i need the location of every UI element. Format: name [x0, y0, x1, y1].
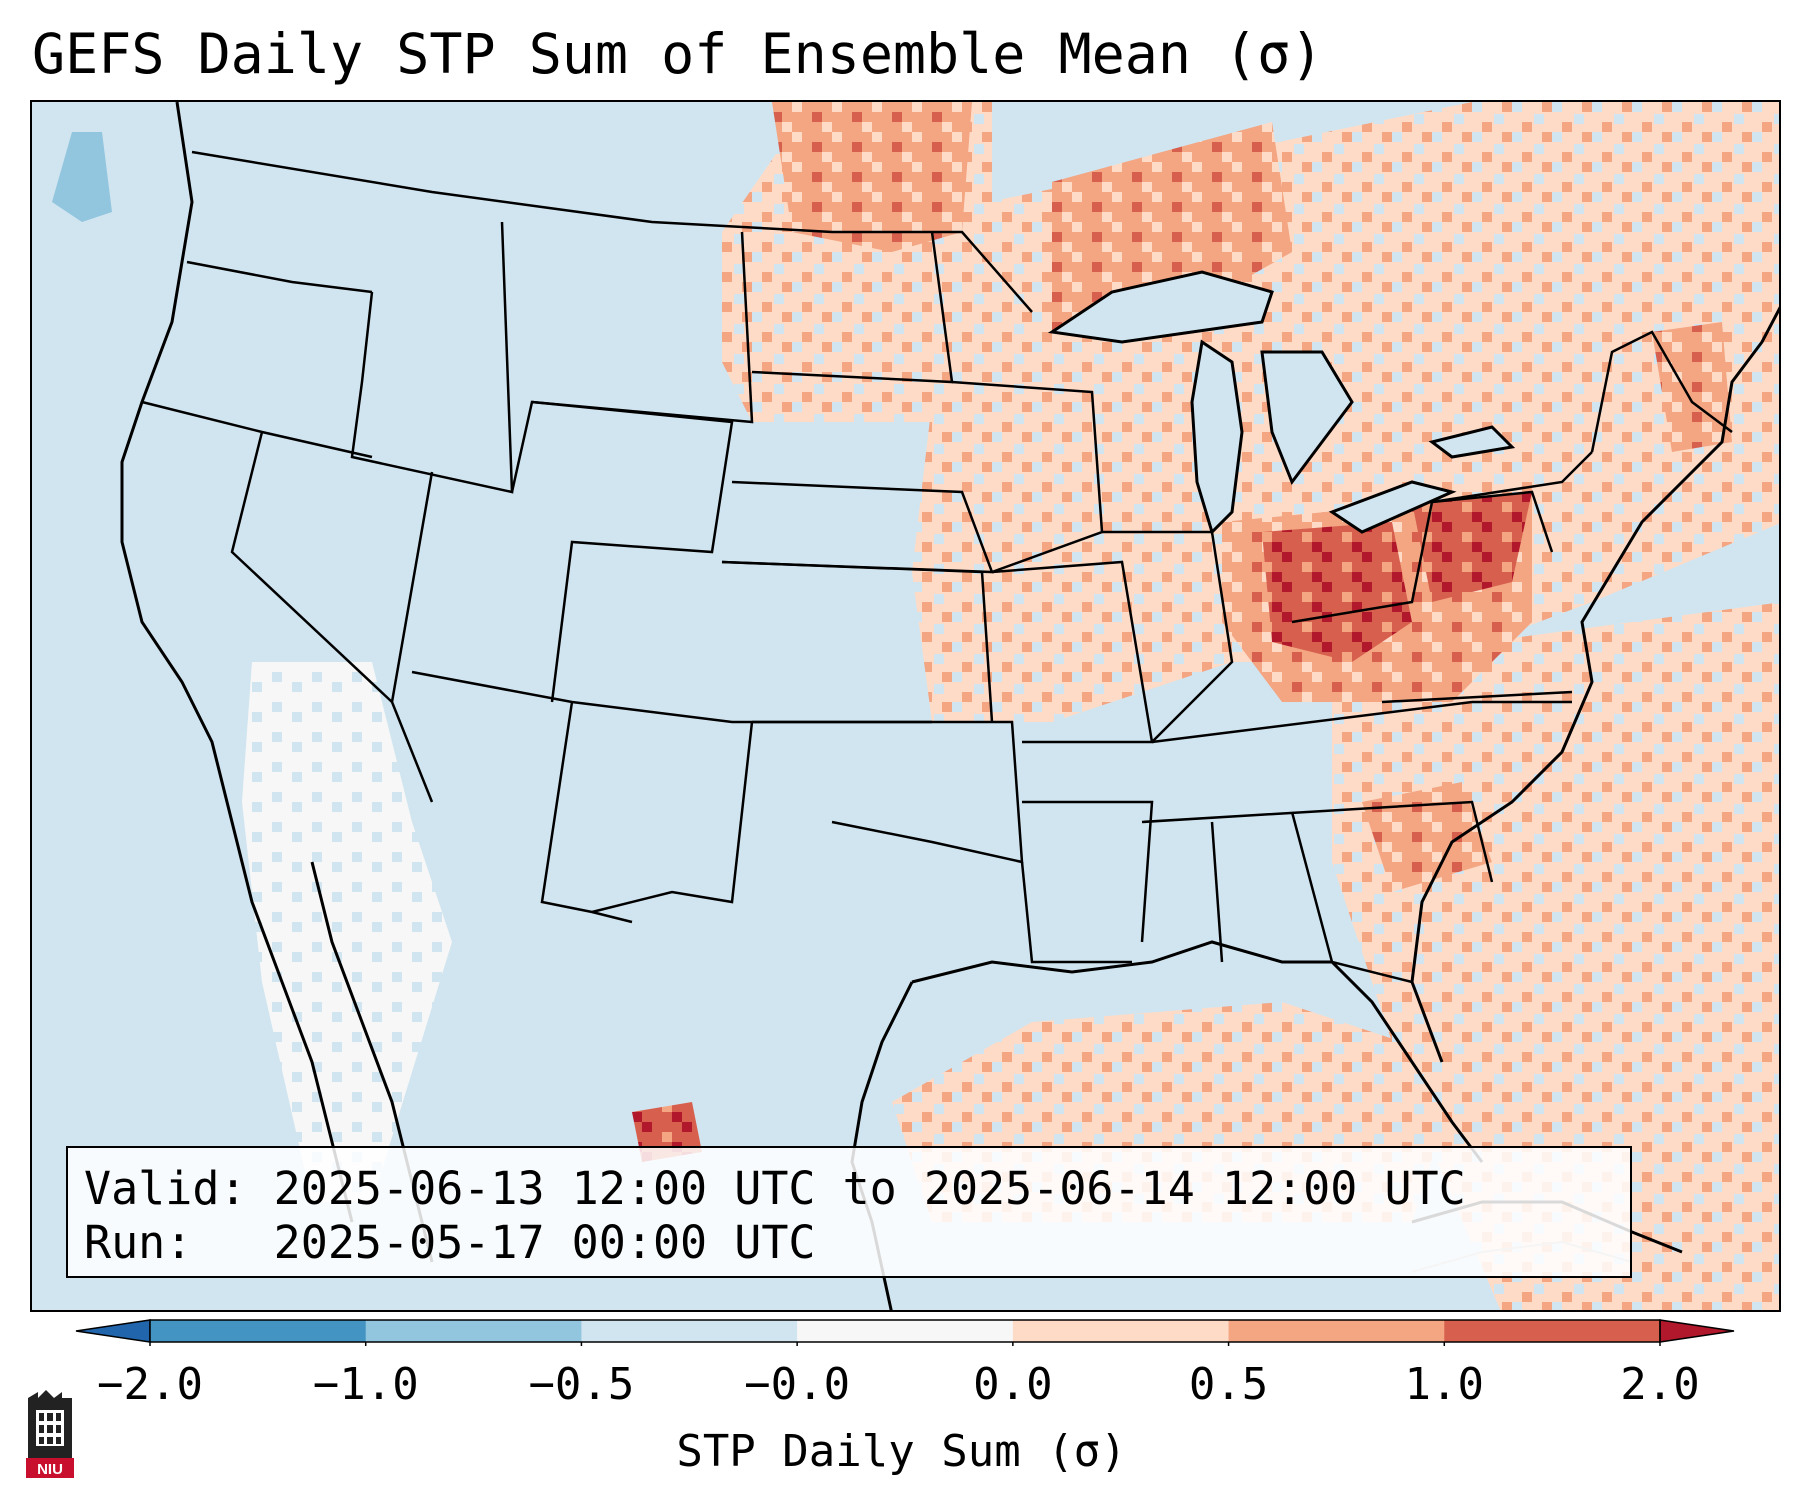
anomaly-ohio-valley-core: [1262, 522, 1412, 662]
va-nc-border: [1381, 690, 1573, 704]
colorbar-tick-label: −0.5: [528, 1359, 635, 1410]
anomaly-new-england: [1652, 322, 1732, 452]
anomaly-pacific-negative: [52, 132, 112, 222]
id-border: [350, 221, 514, 494]
run-value: 2025-05-17 00:00 UTC: [273, 1216, 816, 1269]
al-ga-border: [1290, 811, 1413, 984]
ok-tx-border: [752, 720, 1024, 864]
colorbar: [75, 1319, 1735, 1346]
new-england-borders: [1590, 330, 1733, 453]
anomaly-mid-atlantic-core: [1412, 492, 1532, 602]
anomaly-northern-plains-core: [772, 102, 972, 252]
lake-huron: [1260, 350, 1354, 486]
colorbar-bin: [1444, 1320, 1661, 1342]
valid-row: Valid: 2025-06-13 12:00 UTC to 2025-06-1…: [84, 1162, 1630, 1216]
anomaly-florida: [1362, 782, 1492, 892]
canada-border: [191, 150, 1033, 313]
az-nm-border: [540, 701, 633, 924]
il-in-oh-border: [1102, 530, 1234, 743]
colorbar-tick-label: 0.5: [1188, 1359, 1269, 1410]
great-lakes: [1047, 270, 1516, 535]
ca-nv-border: [230, 431, 393, 703]
validity-info-box: Valid: 2025-06-13 12:00 UTC to 2025-06-1…: [66, 1146, 1632, 1278]
colorbar-tick-label: 2.0: [1620, 1359, 1700, 1410]
lake-michigan: [1190, 339, 1244, 535]
mo-ar-border: [991, 560, 1154, 744]
colorbar-tick-label: −1.0: [312, 1359, 419, 1410]
lake-erie: [1328, 480, 1457, 534]
map-panel: [30, 100, 1781, 1312]
lake-ontario: [1428, 425, 1516, 459]
anomaly-southeast-atlantic: [1332, 602, 1779, 1310]
colorbar-tick-label: 1.0: [1404, 1359, 1485, 1410]
run-row: Run: 2025-05-17 00:00 UTC: [84, 1216, 1630, 1270]
colorbar-bin: [365, 1320, 582, 1342]
colorbar-bin: [150, 1320, 367, 1342]
colorbar-bin: [797, 1320, 1014, 1342]
ny-pa-border: [1431, 451, 1593, 504]
chart-title: GEFS Daily STP Sum of Ensemble Mean (σ): [32, 22, 1324, 86]
anomaly-field: [52, 102, 1779, 1310]
university-tower-icon: NIU: [26, 1390, 74, 1478]
nm-tx-border: [591, 721, 754, 914]
colorbar-bin: [581, 1320, 798, 1342]
colorbar-extend-high: [1659, 1319, 1735, 1343]
colorbar-tick-label: 0.0: [973, 1359, 1053, 1410]
ks-ok-border: [721, 560, 994, 723]
valid-value: 2025-06-13 12:00 UTC to 2025-06-14 12:00…: [273, 1162, 1466, 1215]
wy-mt-border: [531, 231, 754, 424]
anomaly-southwest-desert: [242, 662, 452, 1202]
nv-ut-border: [390, 471, 434, 803]
logo-text: NIU: [37, 1461, 63, 1478]
colorbar-frame: [149, 1319, 1661, 1343]
colorbar-bin: [1012, 1320, 1230, 1342]
tn-ms-al-ga-border: [1141, 800, 1494, 883]
ut-az-border: [411, 670, 932, 724]
ut-co-border: [510, 400, 734, 703]
run-label: Run:: [84, 1216, 193, 1269]
state-borders: [141, 150, 1733, 984]
valid-label: Valid:: [84, 1162, 247, 1215]
tx-la-border: [1020, 861, 1132, 964]
colorbar-tick-label: −2.0: [97, 1359, 203, 1410]
mn-ia-wi-border: [951, 380, 1104, 574]
pacific-coastline: [120, 102, 354, 1223]
ky-tn-border: [1151, 700, 1572, 744]
atlantic-coastline: [1410, 306, 1779, 1063]
map-svg: [52, 102, 1779, 1310]
lake-superior: [1047, 270, 1274, 344]
wa-or-border: [186, 260, 373, 294]
ms-al-border: [1210, 821, 1224, 963]
colorbar-tick-label: −0.0: [744, 1359, 851, 1410]
ar-la-ms-border: [1022, 800, 1154, 943]
gulf-coastline: [911, 940, 1484, 1163]
colorbar-label: STP Daily Sum (σ): [676, 1426, 1127, 1477]
colorbar-bin: [1228, 1320, 1445, 1342]
colorbar-extend-low: [75, 1319, 151, 1343]
